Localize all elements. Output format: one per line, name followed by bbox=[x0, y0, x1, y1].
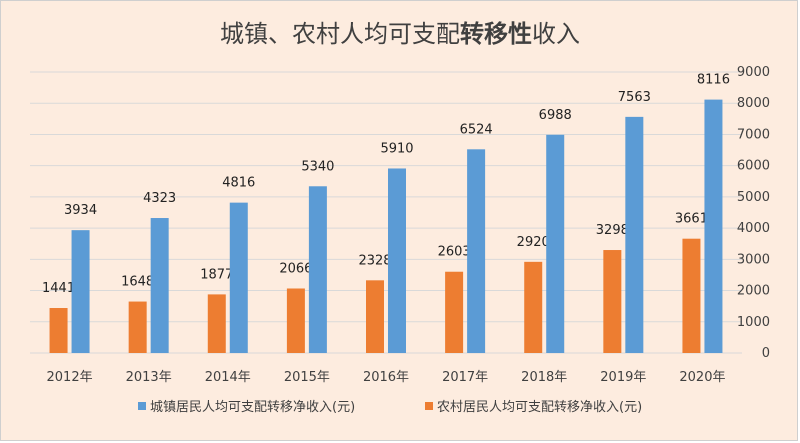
bar bbox=[49, 308, 68, 353]
data-label: 6988 bbox=[539, 108, 572, 123]
data-label: 3661 bbox=[675, 212, 708, 227]
bar bbox=[388, 168, 406, 353]
data-label: 6524 bbox=[460, 122, 493, 137]
title-plain: 城镇、农村人均可支配 bbox=[220, 20, 460, 48]
bar bbox=[366, 280, 384, 353]
bar bbox=[682, 238, 701, 353]
y-tick-label: 6000 bbox=[737, 159, 770, 174]
y-tick-label: 2000 bbox=[737, 284, 770, 299]
bar bbox=[150, 218, 169, 353]
x-tick-label: 2019年 bbox=[600, 370, 646, 385]
x-tick-label: 2016年 bbox=[363, 370, 409, 385]
bar bbox=[625, 116, 644, 353]
bar bbox=[467, 149, 486, 353]
data-label: 7563 bbox=[618, 90, 651, 105]
data-label: 8116 bbox=[697, 73, 730, 88]
bar bbox=[229, 202, 248, 353]
legend-swatch bbox=[425, 402, 433, 410]
bar bbox=[524, 261, 543, 353]
y-tick-label: 1000 bbox=[737, 315, 770, 330]
bar bbox=[128, 301, 147, 353]
bar bbox=[286, 288, 305, 353]
y-tick-label: 7000 bbox=[737, 127, 770, 142]
data-label: 1877 bbox=[200, 267, 233, 282]
x-tick-label: 2015年 bbox=[284, 370, 330, 385]
bar bbox=[445, 271, 464, 353]
data-label: 3298 bbox=[596, 223, 629, 238]
bar bbox=[71, 230, 90, 353]
legend-label: 农村居民人均可支配转移净收入(元) bbox=[437, 400, 642, 415]
data-label: 4816 bbox=[222, 176, 255, 191]
x-tick-label: 2012年 bbox=[47, 370, 93, 385]
bar bbox=[704, 99, 723, 354]
legend-swatch bbox=[138, 402, 146, 410]
bar bbox=[207, 294, 226, 353]
bar bbox=[603, 250, 622, 353]
title-bold: 转移性 bbox=[460, 20, 532, 48]
data-label: 2328 bbox=[358, 253, 391, 268]
data-label: 1441 bbox=[42, 281, 75, 296]
y-tick-label: 9000 bbox=[737, 65, 770, 80]
data-label: 3934 bbox=[64, 203, 97, 218]
x-tick-label: 2013年 bbox=[126, 370, 172, 385]
title-tail: 收入 bbox=[532, 20, 580, 48]
data-label: 2066 bbox=[279, 261, 312, 276]
x-tick-label: 2020年 bbox=[679, 370, 725, 385]
data-label: 2920 bbox=[517, 235, 550, 250]
y-tick-label: 5000 bbox=[737, 190, 770, 205]
y-tick-label: 3000 bbox=[737, 252, 770, 267]
data-label: 4323 bbox=[143, 191, 176, 206]
data-label: 5340 bbox=[301, 159, 334, 174]
data-label: 1648 bbox=[121, 275, 154, 290]
data-label: 5910 bbox=[380, 141, 413, 156]
y-tick-label: 0 bbox=[762, 346, 770, 361]
legend-label: 城镇居民人均可支配转移净收入(元) bbox=[150, 400, 355, 415]
y-tick-label: 4000 bbox=[737, 221, 770, 236]
x-tick-label: 2014年 bbox=[205, 370, 251, 385]
chart-title: 城镇、农村人均可支配转移性收入 bbox=[0, 14, 800, 49]
y-tick-label: 8000 bbox=[737, 96, 770, 111]
bar bbox=[546, 134, 565, 353]
bar bbox=[308, 186, 327, 353]
x-tick-label: 2018年 bbox=[521, 370, 567, 385]
x-tick-label: 2017年 bbox=[442, 370, 488, 385]
data-label: 2603 bbox=[438, 245, 471, 260]
